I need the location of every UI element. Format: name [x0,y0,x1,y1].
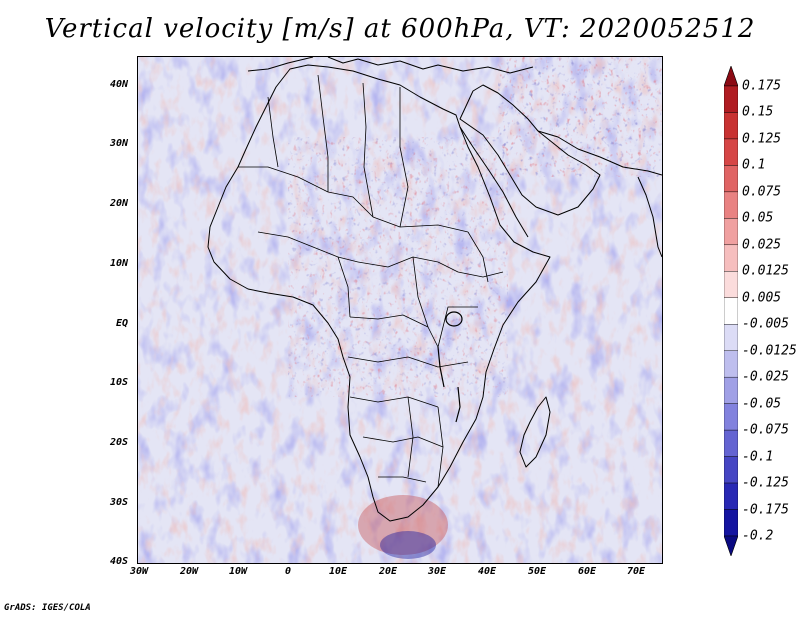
colorbar-label: -0.2 [742,528,774,544]
colorbar-top-triangle [724,66,738,87]
lake-malawi [455,386,461,423]
colorbar-segment [724,324,738,351]
country-borders [238,74,504,488]
x-tick-0: 0 [284,566,292,577]
colorbar-segment [724,244,738,272]
lake-tanganyika [437,346,445,388]
colorbar-segment [724,456,738,484]
x-tick-70e: 70E [626,566,646,577]
y-tick-40s: 40S [109,556,128,567]
colorbar-label: -0.1 [742,449,774,465]
y-tick-20n: 20N [109,198,128,209]
y-tick-10n: 10N [109,258,128,269]
colorbar-segment [724,297,738,325]
colorbar-label: -0.005 [742,316,789,332]
colorbar-label: 0.15 [742,104,774,120]
colorbar-label: -0.175 [742,502,789,518]
x-tick-10e: 10E [328,566,348,577]
colorbar-label: -0.125 [742,475,789,491]
colorbar-segment [724,271,738,298]
arabia-coastline [459,84,601,216]
map-title: Vertical velocity [m/s] at 600hPa, VT: 2… [44,14,756,44]
colorbar-segment [724,350,738,378]
colorbar-label: 0.075 [742,184,782,200]
africa-coastline [207,64,551,522]
colorbar-segment [724,509,738,537]
y-tick-10s: 10S [109,377,128,388]
x-tick-20w: 20W [179,566,199,577]
colorbar-label: -0.0125 [742,343,797,359]
colorbar-label: -0.025 [742,369,789,385]
x-tick-10w: 10W [228,566,248,577]
madagascar-coastline [519,396,551,468]
footer-credit: GrADS: IGES/COLA [4,603,91,613]
colorbar-segment [724,403,738,431]
colorbar-segment [724,376,738,404]
x-tick-30e: 30E [427,566,447,577]
colorbar [724,66,738,556]
colorbar-label: 0.0125 [742,263,789,279]
y-tick-eq: EQ [115,318,128,329]
map-panel[interactable] [137,56,663,564]
y-tick-30n: 30N [109,138,128,149]
colorbar-segment [724,165,738,193]
y-tick-30s: 30S [109,497,128,508]
colorbar-label: 0.005 [742,290,782,306]
x-tick-40e: 40E [477,566,497,577]
colorbar-label: 0.025 [742,237,782,253]
colorbar-label: -0.075 [742,422,789,438]
india-coastline [637,176,662,258]
colorbar-label: 0.175 [742,78,782,94]
mediterranean-north [247,57,534,74]
y-tick-20s: 20S [109,437,128,448]
lake-victoria [445,311,463,327]
colorbar-segment [724,85,738,113]
colorbar-segment [724,138,738,166]
colorbar-segment [724,429,738,457]
colorbar-label: 0.05 [742,210,774,226]
iran-coastline [537,130,662,176]
lakes [437,311,463,423]
colorbar-segment [724,191,738,219]
x-tick-30w: 30W [129,566,149,577]
colorbar-label: -0.05 [742,396,782,412]
red-sea [459,126,529,238]
colorbar-label: 0.125 [742,131,782,147]
coastlines [207,57,662,522]
colorbar-segment [724,112,738,140]
colorbar-bottom-triangle [724,535,738,556]
x-tick-60e: 60E [577,566,597,577]
x-tick-20e: 20E [378,566,398,577]
colorbar-segment [724,482,738,510]
colorbar-segment [724,218,738,246]
colorbar-label: 0.1 [742,157,766,173]
x-tick-50e: 50E [527,566,547,577]
y-tick-40n: 40N [109,79,128,90]
